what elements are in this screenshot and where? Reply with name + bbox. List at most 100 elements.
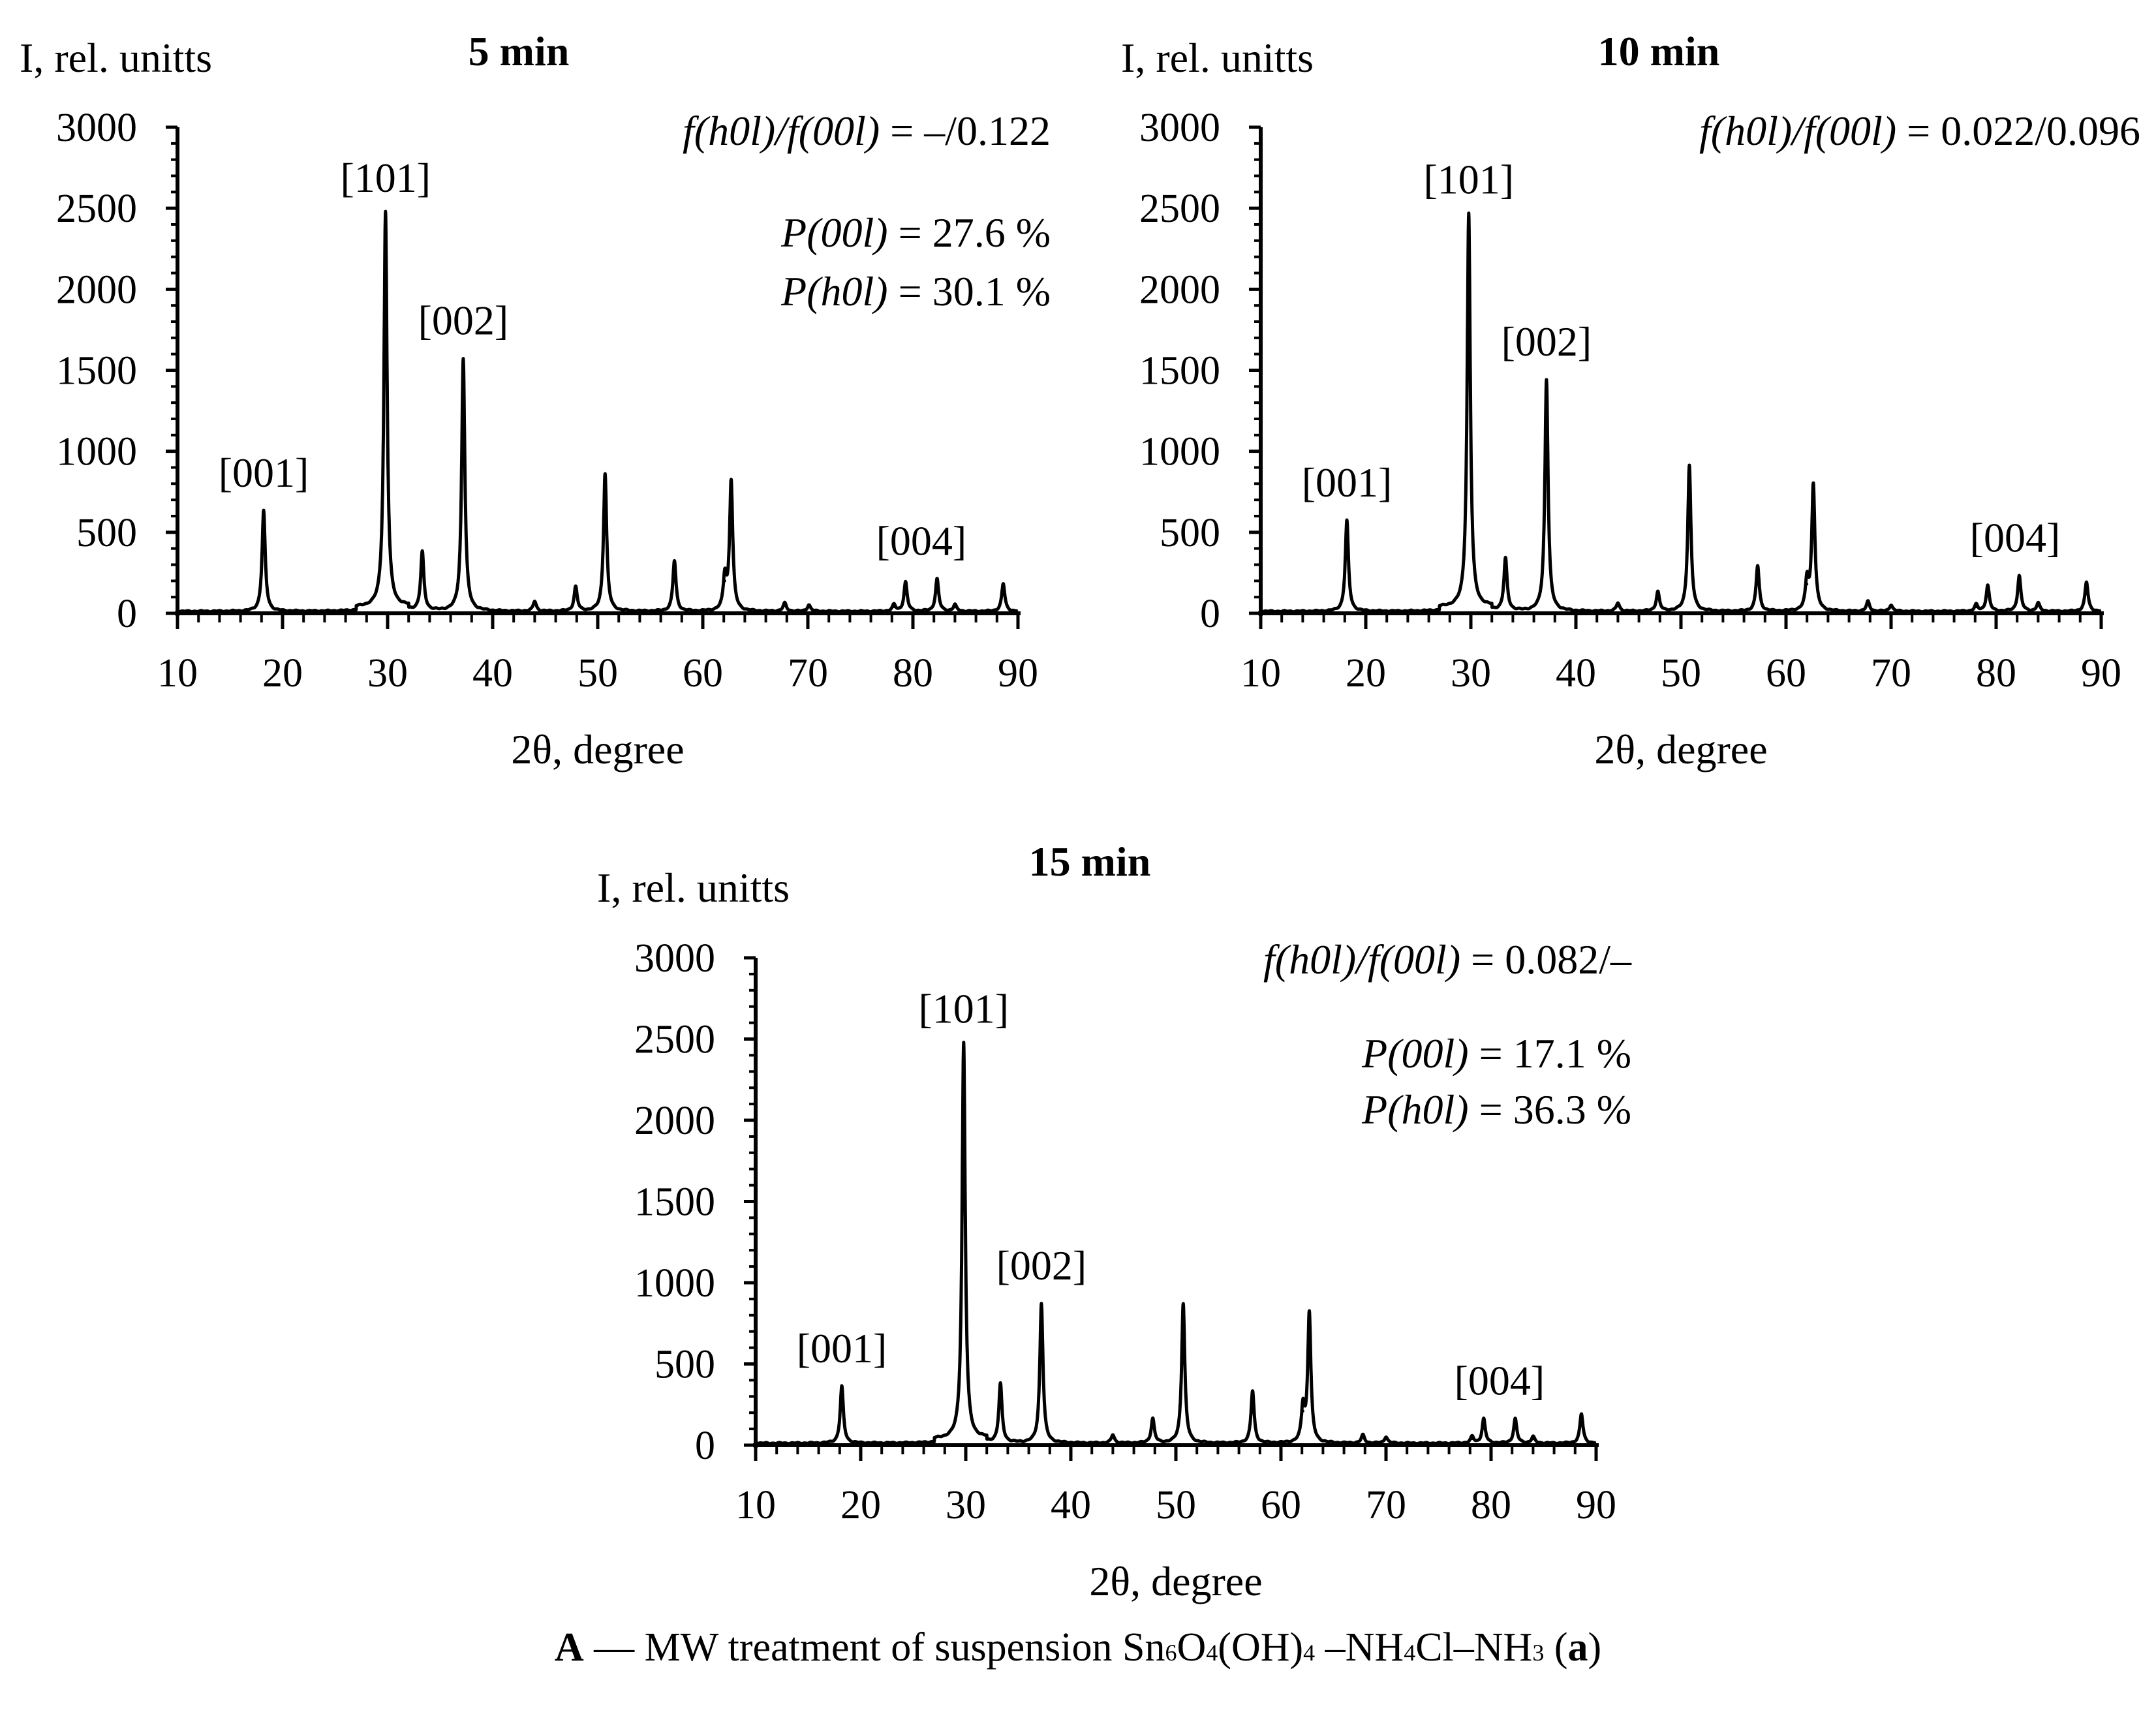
x-tick-label: 40 bbox=[1556, 651, 1596, 696]
y-tick-label: 1000 bbox=[1139, 430, 1220, 474]
peak-point bbox=[1308, 1313, 1311, 1317]
peak-point bbox=[673, 562, 676, 565]
x-tick-label: 60 bbox=[1261, 1483, 1301, 1527]
chart-title: 5 min bbox=[469, 28, 570, 74]
y-tick-label: 1000 bbox=[56, 430, 137, 474]
y-axis-label: I, rel. unitts bbox=[20, 35, 212, 81]
ratio-annotation: f(h0l)/f(00l) = –/0.122 bbox=[683, 108, 1051, 154]
ratio-label: f(h0l)/f(00l) bbox=[683, 108, 880, 154]
peak-point bbox=[1580, 1415, 1583, 1418]
y-tick-label: 2500 bbox=[1139, 187, 1220, 231]
ratio-annotation: f(h0l)/f(00l) = 0.082/– bbox=[1263, 936, 1632, 983]
peak-point bbox=[1002, 584, 1005, 587]
caption-text: (OH) bbox=[1218, 1625, 1304, 1670]
peak-point bbox=[1467, 218, 1470, 221]
peak-point bbox=[1040, 1304, 1043, 1307]
peak-point bbox=[1346, 521, 1349, 524]
ratio-value: = –/0.122 bbox=[880, 108, 1051, 154]
peak-point bbox=[1986, 586, 1990, 589]
x-tick-label: 50 bbox=[1156, 1483, 1196, 1527]
ratio-label: f(h0l)/f(00l) bbox=[1263, 936, 1460, 983]
x-tick-label: 20 bbox=[840, 1483, 881, 1527]
x-tick-label: 70 bbox=[788, 651, 828, 696]
peak-point bbox=[953, 605, 957, 609]
x-tick-label: 10 bbox=[157, 651, 198, 696]
x-tick-label: 60 bbox=[1766, 651, 1806, 696]
peak-label: [002] bbox=[1502, 318, 1592, 365]
y-tick-label: 2500 bbox=[56, 187, 137, 231]
peak-point bbox=[1151, 1419, 1154, 1422]
x-tick-label: 20 bbox=[262, 651, 303, 696]
caption-text: O bbox=[1177, 1625, 1207, 1670]
peak-point bbox=[1890, 605, 1892, 609]
caption-panel-letter: a bbox=[1567, 1625, 1588, 1670]
peak-point bbox=[1361, 1435, 1364, 1439]
caption-text: ( bbox=[1544, 1625, 1568, 1670]
peak-point bbox=[783, 604, 786, 607]
peak-label: [004] bbox=[1455, 1358, 1545, 1404]
y-tick-label: 2000 bbox=[1139, 268, 1220, 312]
x-tick-label: 10 bbox=[735, 1483, 776, 1527]
peak-point bbox=[962, 1047, 965, 1050]
x-tick-label: 70 bbox=[1871, 651, 1911, 696]
peak-label: [101] bbox=[340, 155, 431, 201]
y-axis-label: I, rel. unitts bbox=[1121, 35, 1314, 81]
y-tick-label: 500 bbox=[1160, 511, 1220, 555]
x-tick-label: 90 bbox=[998, 651, 1038, 696]
peak-point bbox=[1182, 1304, 1185, 1307]
peak-label: [101] bbox=[918, 985, 1009, 1032]
x-tick-label: 20 bbox=[1346, 651, 1386, 696]
peak-point bbox=[461, 359, 465, 362]
caption-sub: 4 bbox=[1404, 1640, 1416, 1666]
peak-point bbox=[604, 474, 607, 477]
figure-caption: A — MW treatment of suspension Sn6O4(OH)… bbox=[0, 1625, 2156, 1671]
ph0l-value: = 36.3 % bbox=[1469, 1086, 1631, 1133]
y-tick-label: 3000 bbox=[1139, 106, 1220, 150]
peak-point bbox=[1616, 604, 1620, 607]
peak-label: [004] bbox=[1970, 514, 2061, 560]
y-tick-label: 2500 bbox=[634, 1018, 715, 1062]
peak-point bbox=[893, 605, 896, 609]
x-axis-label: 2θ, degree bbox=[1089, 1558, 1262, 1604]
peak-point bbox=[807, 605, 810, 609]
peak-point bbox=[1811, 485, 1815, 489]
peak-point bbox=[2018, 576, 2021, 579]
peak-point bbox=[904, 583, 907, 586]
peak-point bbox=[1514, 1419, 1517, 1422]
caption-text: –NH bbox=[1315, 1625, 1404, 1670]
ratio-value: = 0.022/0.096 bbox=[1896, 108, 2140, 154]
y-tick-label: 0 bbox=[1200, 592, 1220, 636]
peak-label: [002] bbox=[996, 1242, 1087, 1289]
caption-text: Cl–NH bbox=[1415, 1625, 1533, 1670]
peak-point bbox=[1504, 560, 1507, 563]
chart-5min: 5 min I, rel. unitts 2θ, degree 0 500 1000 150… bbox=[20, 28, 1051, 773]
x-tick-label: 80 bbox=[1471, 1483, 1511, 1527]
x-tick-label: 60 bbox=[683, 651, 723, 696]
peak-label: [101] bbox=[1423, 157, 1514, 203]
y-tick-label: 0 bbox=[117, 592, 137, 636]
x-tick-label: 90 bbox=[2081, 651, 2121, 696]
chart-10min: 10 min I, rel. unitts 2θ, degree 0 500 1000 15… bbox=[1121, 28, 2140, 773]
y-tick-label: 2000 bbox=[56, 268, 137, 312]
x-tick-label: 30 bbox=[946, 1483, 986, 1527]
peak-point bbox=[1301, 1409, 1304, 1413]
peak-point bbox=[1545, 380, 1548, 383]
caption-sub: 6 bbox=[1165, 1640, 1177, 1666]
x-tick-label: 50 bbox=[1661, 651, 1701, 696]
ratio-annotation: f(h0l)/f(00l) = 0.022/0.096 bbox=[1699, 108, 2140, 154]
peak-point bbox=[2085, 583, 2088, 586]
diffraction-curve bbox=[1259, 211, 2103, 614]
peak-point bbox=[840, 1386, 844, 1390]
caption-sub: 4 bbox=[1206, 1640, 1218, 1666]
p00l-value: = 17.1 % bbox=[1469, 1030, 1631, 1077]
p00l-annotation: P(00l) = 17.1 % bbox=[1361, 1030, 1631, 1077]
ph0l-label: P(h0l) bbox=[1361, 1086, 1469, 1133]
y-axis-label: I, rel. unitts bbox=[597, 865, 790, 911]
x-tick-label: 90 bbox=[1576, 1483, 1616, 1527]
x-tick-label: 80 bbox=[893, 651, 933, 696]
y-tick-label: 1000 bbox=[634, 1261, 715, 1306]
y-tick-label: 2000 bbox=[634, 1099, 715, 1143]
peak-point bbox=[1866, 602, 1870, 605]
ph0l-annotation: P(h0l) = 30.1 % bbox=[780, 268, 1051, 314]
